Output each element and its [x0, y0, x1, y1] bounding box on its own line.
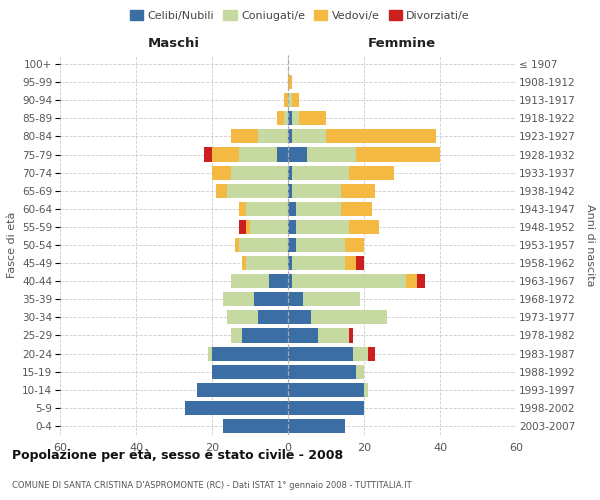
Text: Maschi: Maschi [148, 36, 200, 50]
Bar [345, 238, 364, 252]
Bar [288, 148, 307, 162]
Bar [288, 401, 364, 415]
Bar [212, 166, 231, 179]
Bar [216, 184, 227, 198]
Bar [319, 328, 349, 342]
Bar [303, 292, 360, 306]
Bar [292, 274, 406, 288]
Bar [288, 346, 353, 360]
Bar [277, 148, 288, 162]
Bar [288, 292, 303, 306]
Bar [288, 202, 296, 216]
Bar [288, 238, 296, 252]
Bar [205, 148, 212, 162]
Bar [292, 256, 345, 270]
Bar [292, 93, 299, 108]
Bar [296, 220, 349, 234]
Bar [288, 166, 292, 179]
Bar [356, 148, 440, 162]
Bar [239, 220, 246, 234]
Bar [311, 310, 387, 324]
Bar [212, 346, 288, 360]
Text: Femmine: Femmine [368, 36, 436, 50]
Bar [292, 184, 341, 198]
Bar [356, 364, 364, 378]
Bar [349, 166, 394, 179]
Bar [246, 202, 288, 216]
Bar [254, 292, 288, 306]
Bar [223, 292, 254, 306]
Bar [269, 274, 288, 288]
Bar [349, 328, 353, 342]
Y-axis label: Fasce di età: Fasce di età [7, 212, 17, 278]
Bar [288, 328, 319, 342]
Bar [231, 328, 242, 342]
Bar [277, 112, 284, 126]
Bar [296, 202, 341, 216]
Bar [288, 93, 292, 108]
Bar [307, 148, 356, 162]
Bar [288, 256, 292, 270]
Bar [292, 130, 326, 143]
Bar [257, 310, 288, 324]
Bar [288, 274, 292, 288]
Bar [288, 220, 296, 234]
Bar [288, 310, 311, 324]
Bar [368, 346, 376, 360]
Bar [345, 256, 356, 270]
Bar [356, 256, 364, 270]
Legend: Celibi/Nubili, Coniugati/e, Vedovi/e, Divorziati/e: Celibi/Nubili, Coniugati/e, Vedovi/e, Di… [125, 6, 475, 25]
Bar [212, 364, 288, 378]
Bar [288, 382, 364, 397]
Bar [185, 401, 288, 415]
Bar [349, 220, 379, 234]
Bar [326, 130, 436, 143]
Bar [246, 256, 288, 270]
Bar [242, 328, 288, 342]
Bar [296, 238, 345, 252]
Bar [288, 419, 345, 433]
Bar [299, 112, 326, 126]
Bar [292, 166, 349, 179]
Bar [250, 220, 288, 234]
Bar [288, 75, 292, 89]
Text: Popolazione per età, sesso e stato civile - 2008: Popolazione per età, sesso e stato civil… [12, 450, 343, 462]
Bar [288, 130, 292, 143]
Y-axis label: Anni di nascita: Anni di nascita [585, 204, 595, 286]
Bar [239, 202, 246, 216]
Bar [288, 184, 292, 198]
Bar [208, 346, 212, 360]
Bar [212, 148, 239, 162]
Bar [341, 184, 376, 198]
Bar [288, 364, 356, 378]
Bar [227, 184, 288, 198]
Bar [231, 130, 257, 143]
Bar [227, 310, 257, 324]
Bar [417, 274, 425, 288]
Bar [288, 112, 292, 126]
Bar [257, 130, 288, 143]
Bar [353, 346, 368, 360]
Bar [284, 93, 288, 108]
Bar [364, 382, 368, 397]
Bar [246, 220, 250, 234]
Bar [235, 238, 239, 252]
Bar [406, 274, 417, 288]
Bar [239, 148, 277, 162]
Text: COMUNE DI SANTA CRISTINA D'ASPROMONTE (RC) - Dati ISTAT 1° gennaio 2008 - TUTTIT: COMUNE DI SANTA CRISTINA D'ASPROMONTE (R… [12, 481, 412, 490]
Bar [341, 202, 371, 216]
Bar [292, 112, 299, 126]
Bar [223, 419, 288, 433]
Bar [242, 256, 246, 270]
Bar [284, 112, 288, 126]
Bar [197, 382, 288, 397]
Bar [231, 274, 269, 288]
Bar [231, 166, 288, 179]
Bar [239, 238, 288, 252]
